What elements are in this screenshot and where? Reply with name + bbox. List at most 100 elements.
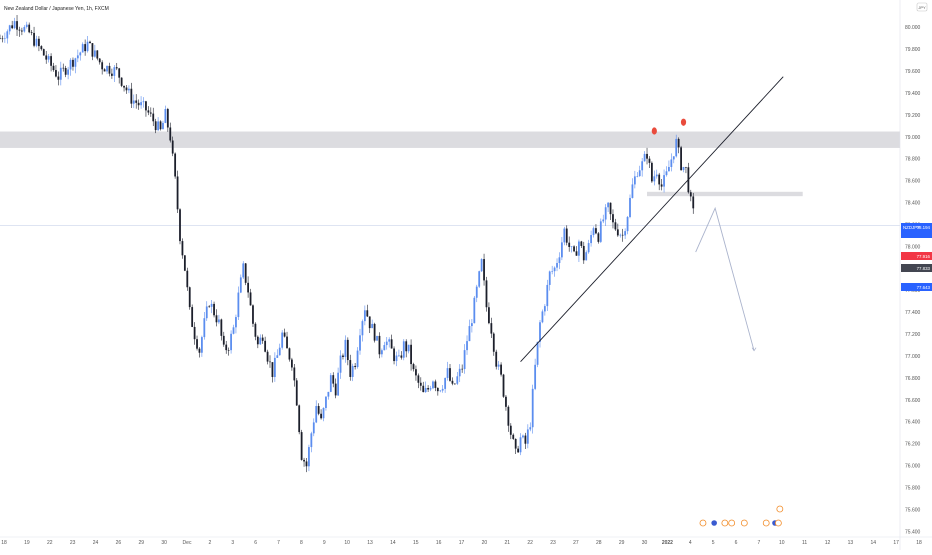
candle-body (303, 459, 305, 462)
candle-body (62, 67, 65, 69)
time-tick-label: 29 (138, 540, 144, 546)
candle-body (74, 58, 77, 67)
price-tick-label: 77.600 (905, 288, 921, 294)
candle-body (310, 433, 313, 448)
candle-body (439, 390, 442, 392)
candle-body (490, 323, 493, 334)
candle-body (436, 387, 439, 392)
candle-body (587, 243, 590, 253)
candle-body (98, 58, 101, 63)
candle-body (113, 67, 116, 76)
candle-body (480, 259, 483, 272)
candle-body (646, 153, 648, 159)
price-tick-label: 79.400 (905, 91, 921, 97)
candle-body (220, 319, 223, 336)
top-marker (680, 118, 687, 126)
candle-body (473, 297, 476, 324)
candle-body (47, 56, 50, 60)
price-tick-label: 75.800 (905, 485, 921, 491)
candle-body (522, 435, 524, 438)
candle-body (337, 372, 340, 396)
candle-body (531, 388, 534, 428)
time-axis[interactable]: 18 19 22 23 24 26 29 30 Dec 2 3 6 7 8 9 10 13 14 15 16 17 20 2… (0, 536, 932, 546)
time-tick-label: Dec (183, 540, 192, 546)
price-label-box (901, 252, 932, 260)
candle-body (685, 166, 687, 168)
time-tick-label: 28 (596, 540, 602, 546)
candle-body (140, 102, 142, 106)
candle-body (478, 271, 481, 287)
candle-body (218, 319, 220, 323)
candle-body (3, 38, 6, 40)
candle-body (578, 241, 580, 256)
candle-body (128, 88, 130, 91)
price-tick-label: 77.000 (905, 354, 921, 360)
jpy-badge-icon[interactable]: JPY (916, 2, 928, 12)
candle-body (517, 448, 520, 453)
time-tick-label: 9 (323, 540, 326, 546)
candle-body (91, 43, 94, 57)
candle-body (390, 339, 393, 349)
candle-body (502, 374, 505, 397)
candle-body (573, 246, 575, 252)
candle-body (8, 25, 11, 32)
event-marker-icon (740, 519, 748, 527)
candle-body (169, 127, 172, 141)
candle-body (638, 170, 641, 177)
candle-body (466, 341, 468, 351)
candle-body (147, 110, 150, 113)
time-tick-label: 23 (70, 540, 76, 546)
candle-body (123, 85, 125, 88)
candle-body (677, 138, 680, 148)
svg-text:JPY: JPY (918, 5, 926, 10)
candle-body (222, 335, 225, 345)
time-tick-label: 14 (390, 540, 396, 546)
candle-body (259, 337, 262, 345)
candle-body (541, 311, 544, 323)
candle-body (446, 368, 449, 378)
candle-body (529, 427, 532, 430)
candle-body (55, 70, 57, 77)
price-tick-label: 75.600 (905, 507, 921, 513)
candle-body (672, 156, 675, 160)
candle-body (359, 335, 361, 351)
candle-body (295, 380, 298, 406)
candle-body (565, 228, 568, 243)
candle-body (38, 38, 40, 47)
candle-body (512, 434, 515, 439)
candle-body (400, 355, 403, 358)
price-tick-label: 76.600 (905, 398, 921, 404)
candle-body (213, 303, 215, 316)
candle-body (422, 385, 425, 393)
time-tick-label: 4 (689, 540, 692, 546)
candle-body (344, 339, 347, 358)
candle-body (110, 73, 113, 76)
candle-body (210, 303, 213, 307)
candle-body (468, 326, 471, 342)
candle-body (42, 49, 45, 56)
candle-body (526, 429, 529, 444)
candle-body (249, 292, 252, 306)
candle-body (378, 335, 381, 355)
time-tick-label: 23 (550, 540, 556, 546)
candle-body (198, 348, 201, 353)
candle-body (76, 55, 79, 59)
events-layer[interactable] (699, 505, 784, 527)
time-tick-label: 27 (573, 540, 579, 546)
candle-body (556, 263, 558, 268)
time-tick-label: 13 (367, 540, 373, 546)
time-tick-label: 21 (504, 540, 510, 546)
candle-body (402, 341, 405, 358)
candle-body (373, 323, 376, 341)
candle-body (395, 355, 398, 362)
price-label-value: 77.916 (917, 254, 931, 259)
candle-body (648, 158, 651, 163)
time-tick-label: 6 (735, 540, 738, 546)
candle-body (329, 375, 332, 392)
price-label-box (901, 264, 932, 272)
candle-body (64, 67, 67, 75)
candle-body (312, 422, 315, 434)
candle-body (655, 174, 658, 177)
